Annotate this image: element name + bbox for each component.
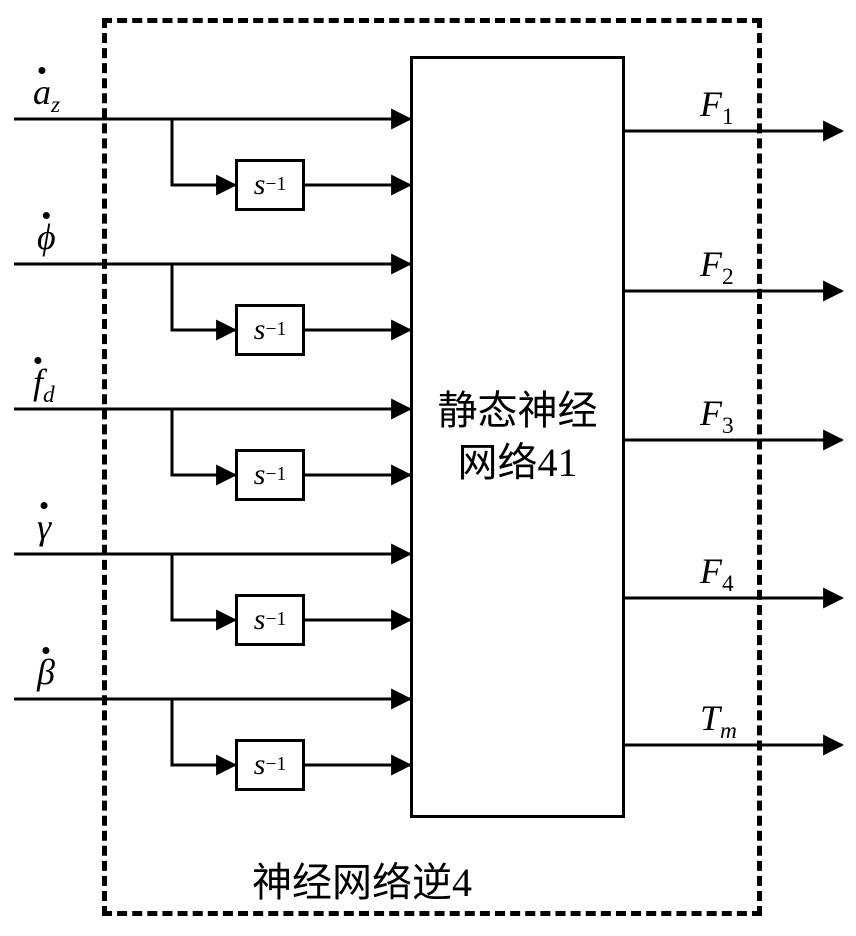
static-nn-box: 静态神经 网络41: [410, 56, 625, 818]
integrator-box: s−1: [235, 594, 305, 646]
output-label-F3: F3: [700, 392, 734, 440]
bottom-label: 神经网络逆4: [252, 850, 472, 908]
integrator-box: s−1: [235, 449, 305, 501]
input-label-az: az: [33, 71, 60, 119]
output-label-F1: F1: [700, 83, 734, 131]
input-label-beta: β: [37, 651, 55, 693]
nn-box-line2: 网络41: [438, 437, 598, 489]
input-label-fd: fd: [33, 361, 55, 409]
integrator-box: s−1: [235, 159, 305, 211]
input-label-gam: γ: [37, 506, 51, 548]
output-label-Tm: Tm: [700, 697, 737, 745]
diagram-canvas: 静态神经 网络41 神经网络逆4 s−1 az s−1 ϕ s−1 fd s−1 γ s−1 β F…: [0, 0, 856, 936]
output-label-F4: F4: [700, 550, 734, 598]
output-label-F2: F2: [700, 243, 734, 291]
input-label-phi: ϕ: [37, 216, 56, 258]
integrator-box: s−1: [235, 739, 305, 791]
nn-box-line1: 静态神经: [438, 385, 598, 437]
integrator-box: s−1: [235, 304, 305, 356]
